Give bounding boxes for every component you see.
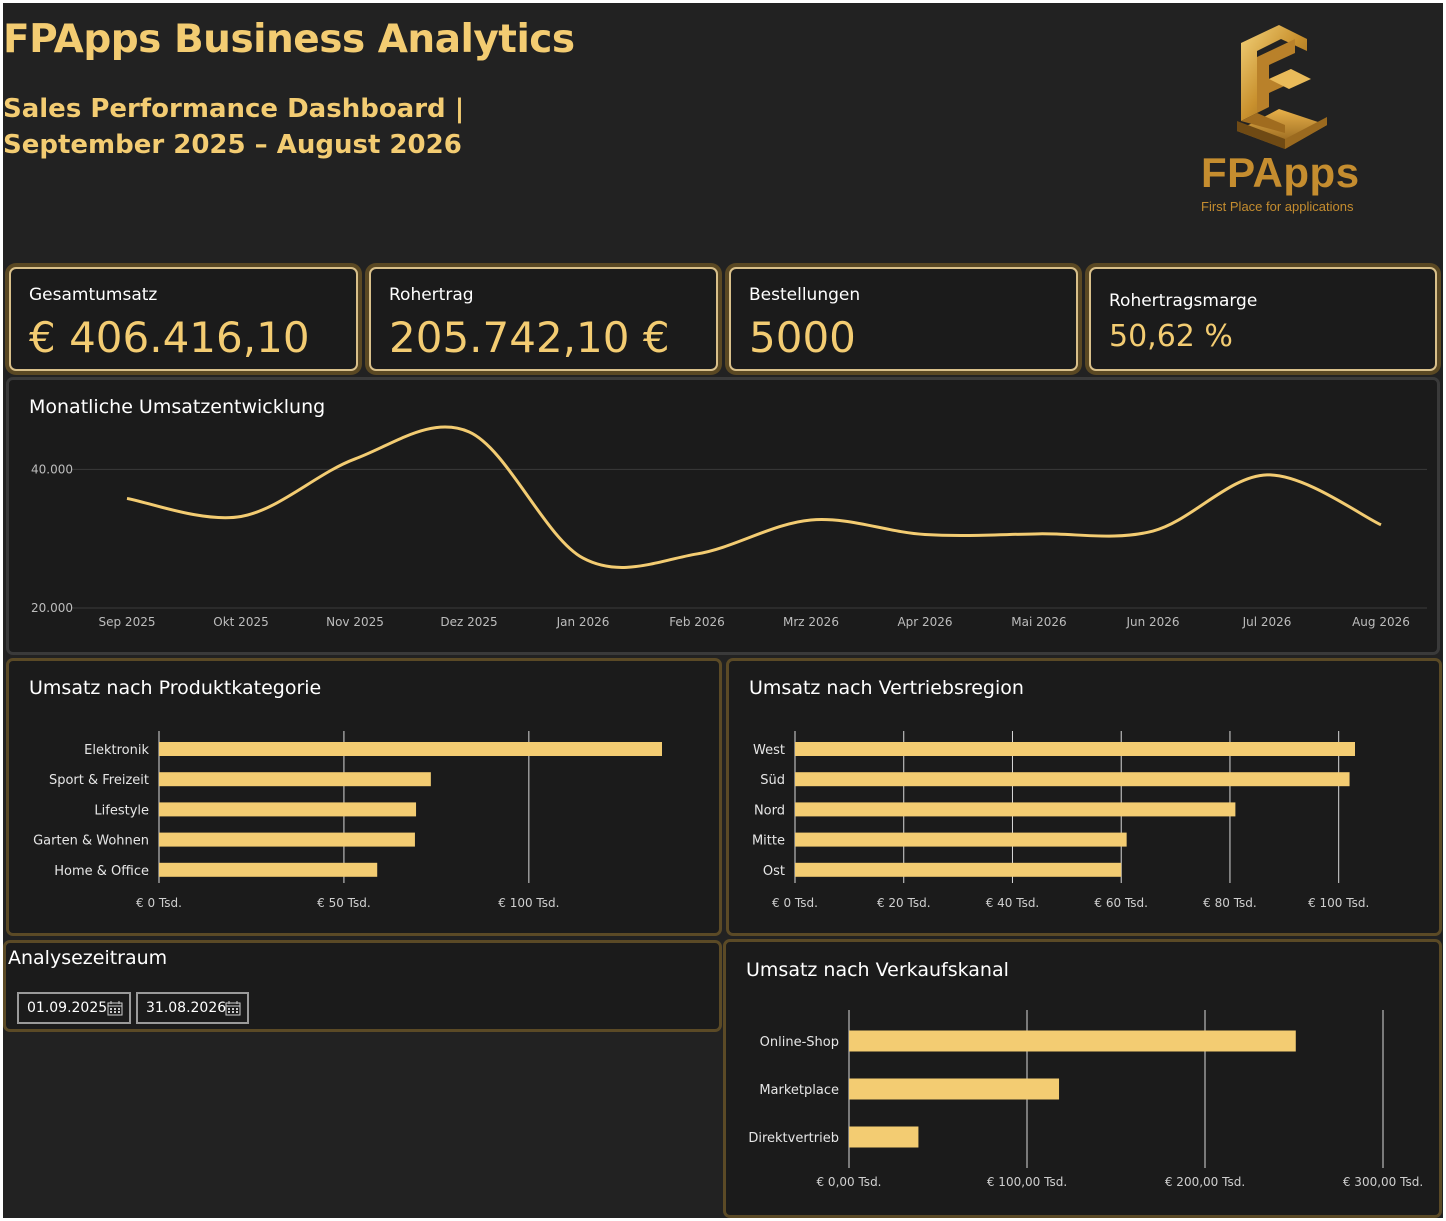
bar (159, 772, 431, 787)
logo-wordmark: FPApps (1201, 149, 1360, 196)
chart-title: Umsatz nach Vertriebsregion (749, 677, 1024, 699)
x-tick-label: Okt 2025 (213, 615, 268, 629)
x-tick-label: € 100 Tsd. (498, 896, 559, 910)
bar (849, 1126, 919, 1148)
x-tick-label: € 200,00 Tsd. (1165, 1175, 1245, 1189)
line-chart[interactable]: 20.000 40.000 Sep 2025 Okt 2025 Nov 2025 Dez … (9, 380, 1437, 652)
bar (159, 742, 662, 756)
x-tick-label: Jul 2026 (1242, 615, 1292, 629)
x-tick-label: € 0,00 Tsd. (816, 1175, 881, 1189)
panel-product-category: Umsatz nach Produktkategorie € 0 Tsd. € 5… (6, 658, 722, 936)
bar (795, 862, 1122, 877)
x-tick-label: € 0 Tsd. (136, 896, 182, 910)
category-label: West (753, 743, 785, 758)
page-subtitle: Sales Performance Dashboard | September … (3, 94, 465, 160)
category-label: Online-Shop (760, 1035, 839, 1050)
category-label: Marketplace (759, 1083, 839, 1098)
x-tick-label: € 60 Tsd. (1094, 896, 1148, 910)
kpi-card-gesamtumsatz: Gesamtumsatz € 406.416,10 (9, 267, 358, 371)
kpi-card-rohertrag: Rohertrag 205.742,10 € (369, 267, 718, 371)
x-tick-label: Feb 2026 (669, 615, 725, 629)
bar (159, 832, 415, 847)
category-label: Lifestyle (94, 803, 149, 818)
kpi-label: Rohertrag (389, 285, 474, 305)
category-label: Mitte (752, 834, 785, 849)
y-tick-label: 40.000 (31, 462, 73, 476)
x-tick-label: Jun 2026 (1125, 615, 1179, 629)
x-tick-label: € 100,00 Tsd. (987, 1175, 1067, 1189)
filter-title: Analysezeitraum (8, 947, 168, 969)
calendar-icon[interactable] (225, 1000, 241, 1016)
category-label: Nord (754, 803, 785, 818)
start-date-input[interactable]: 01.09.2025 (17, 992, 131, 1024)
x-tick-label: Mai 2026 (1011, 615, 1066, 629)
fpapps-logo-icon (1237, 25, 1327, 149)
kpi-card-bestellungen: Bestellungen 5000 (729, 267, 1078, 371)
panel-sales-channel: Umsatz nach Verkaufskanal € 0,00 Tsd. € 1… (723, 939, 1442, 1218)
kpi-value: 5000 (749, 313, 856, 362)
x-tick-label: € 80 Tsd. (1203, 896, 1257, 910)
chart-title: Monatliche Umsatzentwicklung (29, 396, 326, 418)
category-label: Ost (763, 864, 785, 879)
chart-title: Umsatz nach Verkaufskanal (746, 959, 1009, 981)
bar (795, 742, 1355, 756)
x-tick-label: Nov 2025 (326, 615, 384, 629)
x-tick-label: € 100 Tsd. (1308, 896, 1369, 910)
x-tick-label: Apr 2026 (897, 615, 952, 629)
kpi-label: Gesamtumsatz (29, 285, 158, 305)
bar (159, 862, 378, 877)
y-tick-label: 20.000 (31, 601, 73, 615)
bar-chart-product-category[interactable]: € 0 Tsd. € 50 Tsd. € 100 Tsd. Elektronik Spo… (9, 661, 719, 933)
category-label: Home & Office (54, 864, 149, 879)
x-tick-label: Mrz 2026 (783, 615, 839, 629)
end-date-input[interactable]: 31.08.2026 (136, 992, 249, 1024)
dashboard: FPApps Business Analytics Sales Performa… (3, 3, 1443, 1218)
kpi-value: 50,62 % (1109, 319, 1233, 354)
x-tick-label: Aug 2026 (1352, 615, 1410, 629)
kpi-label: Rohertragsmarge (1109, 291, 1258, 311)
kpi-card-rohertragsmarge: Rohertragsmarge 50,62 % (1089, 267, 1437, 371)
kpi-value: 205.742,10 € (389, 313, 670, 362)
chart-title: Umsatz nach Produktkategorie (29, 677, 322, 699)
x-tick-label: € 0 Tsd. (772, 896, 818, 910)
x-tick-label: Jan 2026 (556, 615, 610, 629)
bar (795, 772, 1350, 787)
x-tick-label: € 50 Tsd. (317, 896, 371, 910)
category-label: Garten & Wohnen (33, 834, 149, 849)
panel-monthly-revenue: Monatliche Umsatzentwicklung 20.000 40.00… (6, 377, 1440, 655)
bar (795, 832, 1127, 847)
category-label: Sport & Freizeit (49, 773, 149, 788)
kpi-label: Bestellungen (749, 285, 861, 305)
kpi-value: € 406.416,10 (29, 313, 310, 362)
bar (849, 1030, 1296, 1052)
logo: FPApps First Place for applications (1193, 21, 1373, 221)
start-date-value: 01.09.2025 (27, 1000, 108, 1016)
bar-chart-sales-region[interactable]: € 0 Tsd. € 20 Tsd. € 40 Tsd. € 60 Tsd. € 80 … (729, 661, 1439, 933)
panel-date-filter: Analysezeitraum 01.09.2025 31.08.2026 (3, 940, 722, 1032)
x-tick-label: € 20 Tsd. (877, 896, 931, 910)
category-label: Direktvertrieb (748, 1131, 839, 1146)
x-tick-label: Sep 2025 (99, 615, 156, 629)
bar (795, 802, 1236, 817)
x-tick-label: € 40 Tsd. (986, 896, 1040, 910)
x-tick-label: Dez 2025 (440, 615, 497, 629)
calendar-icon[interactable] (107, 1000, 123, 1016)
bar-chart-sales-channel[interactable]: € 0,00 Tsd. € 100,00 Tsd. € 200,00 Tsd. € 3… (726, 942, 1439, 1215)
panel-sales-region: Umsatz nach Vertriebsregion € 0 Tsd. € 20… (726, 658, 1442, 936)
page-title: FPApps Business Analytics (3, 17, 575, 62)
bar (849, 1078, 1060, 1100)
series-line (126, 425, 1382, 569)
category-label: Elektronik (84, 743, 149, 758)
end-date-value: 31.08.2026 (146, 1000, 227, 1016)
category-label: Süd (760, 773, 785, 788)
x-tick-label: € 300,00 Tsd. (1343, 1175, 1423, 1189)
bar (159, 802, 417, 817)
logo-tagline: First Place for applications (1201, 199, 1354, 214)
